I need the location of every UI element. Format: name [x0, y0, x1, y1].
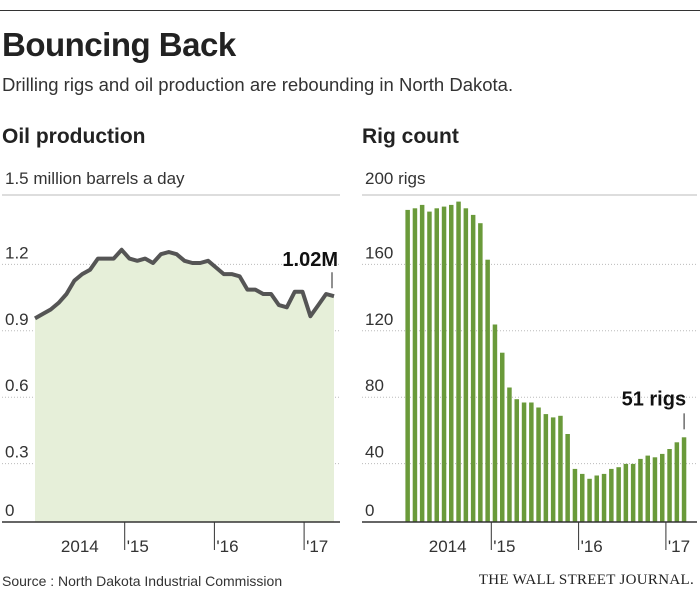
oil-x-tick-label: '15: [127, 537, 149, 556]
rig-x-tick-label: 2014: [429, 537, 467, 556]
rig-count-bar: [681, 437, 687, 522]
rig-y-tick-label: 80: [365, 376, 384, 395]
rig-count-bar: [521, 402, 527, 522]
rig-count-bar: [601, 473, 607, 522]
rig-count-bar: [463, 208, 469, 523]
rig-count-bar: [660, 453, 665, 522]
rig-callout-label: 51 rigs: [622, 388, 686, 410]
rig-count-bar: [609, 468, 614, 522]
rig-count-bar: [623, 463, 629, 522]
rig-count-bar: [492, 324, 498, 522]
rig-count-bar: [441, 206, 447, 522]
rig-count-bar: [652, 457, 658, 522]
rig-count-bar: [667, 449, 672, 522]
publisher-logo: THE WALL STREET JOURNAL.: [478, 572, 694, 588]
rig-count-bar: [485, 259, 490, 522]
oil-y-tick-label: 0: [5, 501, 14, 520]
oil-y-tick-label: 1.2: [5, 243, 29, 262]
oil-callout-label: 1.02M: [282, 249, 338, 271]
rig-count-bar: [594, 475, 599, 522]
rig-unit-label: 200 rigs: [365, 169, 425, 188]
rig-count-bar: [500, 352, 505, 522]
rig-count-bar: [434, 208, 439, 523]
rig-count-bar: [580, 473, 585, 522]
rig-count-bar: [514, 399, 519, 522]
rig-y-tick-label: 120: [365, 310, 393, 329]
rig-y-tick-label: 0: [365, 501, 374, 520]
rig-count-bar: [645, 455, 650, 522]
oil-y-tick-label: 0.6: [5, 376, 29, 395]
rig-count-bar: [587, 478, 592, 522]
rig-count-bar: [478, 223, 483, 522]
top-rule: [0, 10, 700, 11]
rig-x-tick-label: '16: [581, 537, 603, 556]
rig-count-bar: [565, 434, 570, 522]
oil-production-title: Oil production: [2, 125, 146, 148]
rig-count-bar: [638, 458, 643, 522]
rig-count-bar: [405, 209, 410, 522]
oil-x-tick-label: 2014: [61, 537, 99, 556]
rig-count-bar: [616, 467, 621, 522]
rig-count-bar: [674, 442, 680, 522]
rig-count-bar: [572, 468, 578, 522]
rig-count-bar: [543, 414, 549, 522]
oil-unit-label: 1.5 million barrels a day: [5, 169, 185, 188]
rig-x-tick-label: '15: [493, 537, 515, 556]
oil-x-tick-label: '16: [216, 537, 238, 556]
rig-count-bar: [630, 463, 636, 522]
rig-count-bar: [550, 417, 556, 522]
rig-count-bar: [558, 415, 563, 522]
oil-x-tick-label: '17: [306, 537, 328, 556]
headline: Bouncing Back: [2, 26, 236, 63]
oil-y-tick-label: 0.9: [5, 310, 29, 329]
rig-y-tick-label: 160: [365, 243, 393, 262]
source-note: Source : North Dakota Industrial Commiss…: [2, 573, 283, 589]
rig-count-bar: [470, 214, 476, 522]
rig-count-bar: [536, 407, 541, 522]
oil-area-fill: [35, 249, 334, 523]
rig-count-bar: [507, 387, 512, 522]
rig-y-tick-label: 40: [365, 443, 384, 462]
rig-count-bar: [456, 201, 461, 522]
rig-count-title: Rig count: [362, 125, 459, 148]
rig-count-bar: [412, 208, 418, 523]
rig-count-bar: [529, 402, 534, 522]
rig-count-bar: [449, 204, 454, 522]
oil-y-tick-label: 0.3: [5, 443, 29, 462]
rig-count-bar: [419, 204, 425, 522]
oil-production-line: [34, 247, 335, 321]
dek: Drilling rigs and oil production are reb…: [2, 74, 514, 95]
rig-x-tick-label: '17: [668, 537, 690, 556]
rig-count-bar: [427, 211, 432, 522]
